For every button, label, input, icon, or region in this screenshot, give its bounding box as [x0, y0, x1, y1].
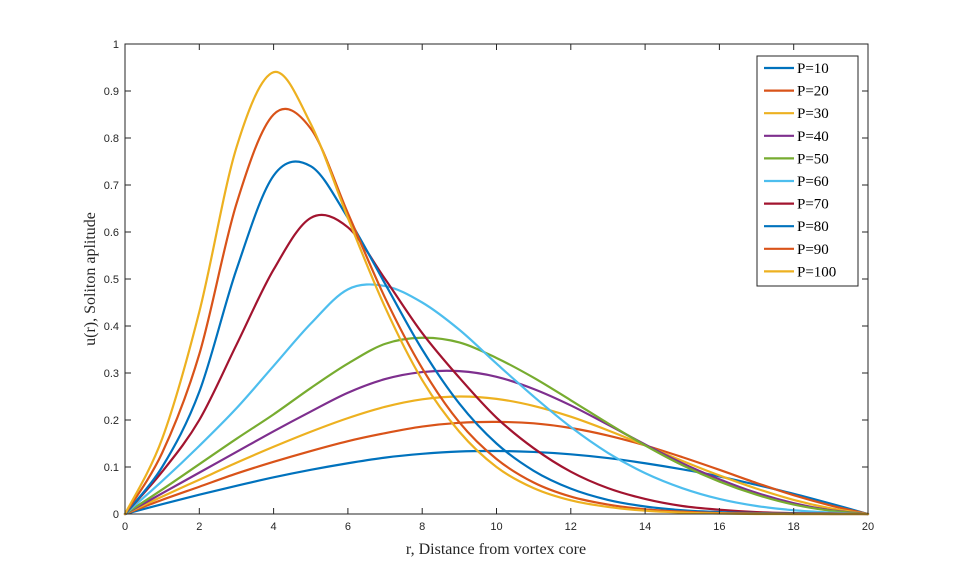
series-line-p-40: [123, 369, 870, 516]
series-line-p-30: [123, 395, 870, 516]
series-line-p-60: [123, 283, 870, 516]
x-tick-label: 10: [490, 521, 502, 533]
y-tick-label: 1: [113, 39, 119, 51]
plot-area: [125, 44, 868, 514]
ticks-layer: 0 2 4 6 8 10 12 14 16 18 20 0 0.1 0.2 0.3 0.4 0.5 0.6 0.7 0…: [104, 39, 874, 533]
legend-box: [756, 55, 859, 287]
series-line-p-20: [123, 420, 870, 516]
x-tick-label: 16: [713, 521, 725, 533]
series-line-p-10: [123, 449, 870, 516]
x-tick-label: 0: [122, 521, 128, 533]
y-tick-label: 0.7: [104, 180, 119, 192]
y-tick-label: 0.3: [104, 368, 119, 380]
x-tick-label: 4: [271, 521, 277, 533]
series-layer: [123, 71, 870, 516]
x-tick-label: 8: [419, 521, 425, 533]
x-tick-label: 20: [862, 521, 874, 533]
y-tick-label: 0.6: [104, 227, 119, 239]
legend-label: P=80: [797, 219, 829, 235]
series-line-p-70: [123, 213, 870, 516]
y-tick-label: 0.4: [104, 321, 119, 333]
legend-label: P=20: [797, 84, 829, 100]
y-tick-label: 0.5: [104, 274, 119, 286]
x-tick-label: 18: [788, 521, 800, 533]
legend-label: P=50: [797, 151, 829, 167]
y-tick-label: 0.2: [104, 415, 119, 427]
legend-label: P=70: [797, 197, 829, 213]
series-line-p-50: [123, 336, 870, 516]
x-tick-label: 2: [196, 521, 202, 533]
legend-label: P=60: [797, 174, 829, 190]
x-tick-label: 6: [345, 521, 351, 533]
y-tick-label: 0.8: [104, 133, 119, 145]
x-tick-label: 12: [565, 521, 577, 533]
legend-label: P=10: [797, 61, 829, 77]
x-axis-label: r, Distance from vortex core: [406, 541, 586, 558]
legend: P=10 P=20 P=30 P=40 P=50 P=60 P=70 P=80 P=90 P=10…: [756, 55, 859, 287]
y-tick-label: 0.9: [104, 86, 119, 98]
y-tick-label: 0.1: [104, 462, 119, 474]
x-tick-label: 14: [639, 521, 651, 533]
legend-label: P=30: [797, 106, 829, 122]
y-tick-label: 0: [113, 509, 119, 521]
legend-label: P=40: [797, 129, 829, 145]
y-axis-label: u(r), Soliton aplitude: [82, 212, 99, 346]
legend-label: P=90: [797, 242, 829, 258]
legend-label: P=100: [797, 264, 836, 280]
